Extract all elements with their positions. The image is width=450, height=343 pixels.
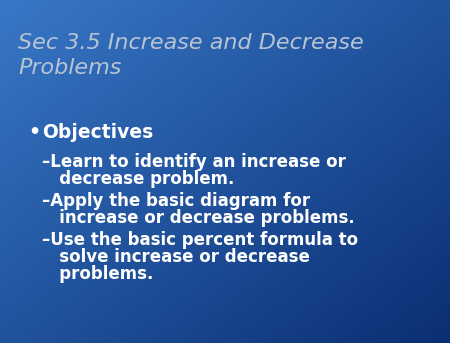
Text: –Learn to identify an increase or: –Learn to identify an increase or bbox=[42, 153, 346, 171]
Text: –Apply the basic diagram for: –Apply the basic diagram for bbox=[42, 192, 310, 210]
Text: problems.: problems. bbox=[42, 265, 153, 283]
Text: solve increase or decrease: solve increase or decrease bbox=[42, 248, 310, 266]
Text: decrease problem.: decrease problem. bbox=[42, 170, 234, 188]
Text: •: • bbox=[28, 123, 40, 142]
Text: –Use the basic percent formula to: –Use the basic percent formula to bbox=[42, 231, 358, 249]
Text: increase or decrease problems.: increase or decrease problems. bbox=[42, 209, 355, 227]
Text: Objectives: Objectives bbox=[42, 123, 153, 142]
Text: Problems: Problems bbox=[18, 58, 122, 78]
Text: Sec 3.5 Increase and Decrease: Sec 3.5 Increase and Decrease bbox=[18, 33, 364, 53]
